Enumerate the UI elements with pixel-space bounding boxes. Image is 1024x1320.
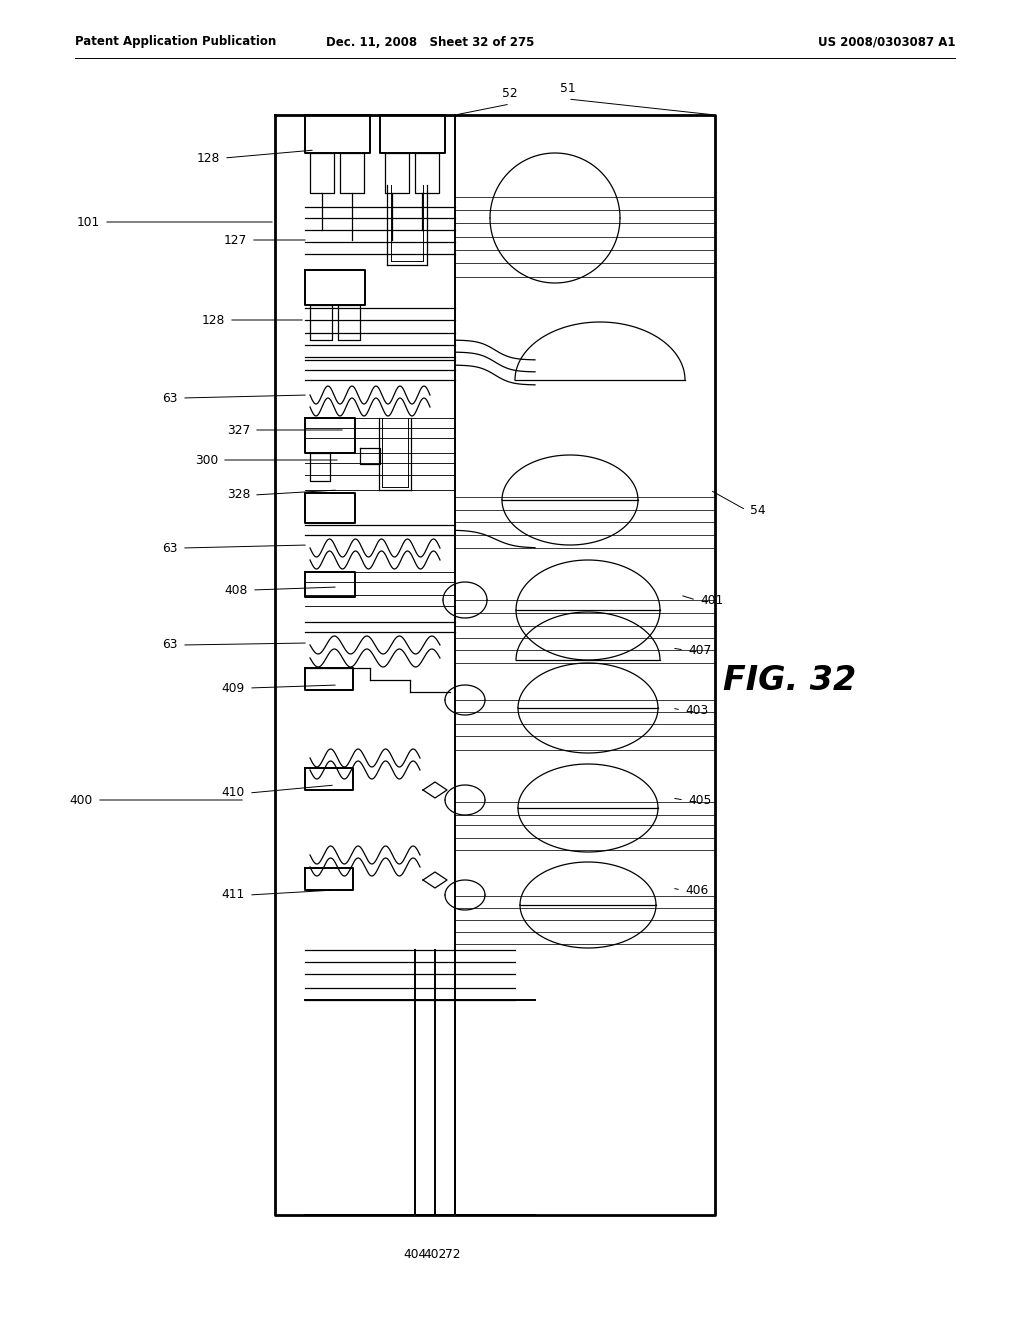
Text: 128: 128 [202,314,225,326]
Text: 402: 402 [423,1247,446,1261]
Text: 410: 410 [222,787,245,800]
Text: 408: 408 [224,583,248,597]
Text: 127: 127 [224,234,247,247]
Text: Patent Application Publication: Patent Application Publication [75,36,276,49]
Text: 128: 128 [197,152,220,165]
Text: 63: 63 [163,639,178,652]
Text: 400: 400 [70,793,93,807]
Text: 54: 54 [750,503,766,516]
Text: 63: 63 [163,392,178,404]
Text: 63: 63 [163,541,178,554]
Text: 51: 51 [560,82,575,95]
Text: 404: 404 [403,1247,427,1261]
Text: 328: 328 [226,488,250,502]
Text: Dec. 11, 2008   Sheet 32 of 275: Dec. 11, 2008 Sheet 32 of 275 [326,36,535,49]
Text: 401: 401 [700,594,723,606]
Text: 407: 407 [688,644,712,656]
Text: FIG. 32: FIG. 32 [723,664,857,697]
Text: 409: 409 [222,681,245,694]
Text: 72: 72 [445,1247,461,1261]
Text: 405: 405 [688,793,712,807]
Text: 52: 52 [502,87,518,100]
Text: 327: 327 [226,424,250,437]
Text: 411: 411 [222,888,245,902]
Text: 101: 101 [77,215,100,228]
Text: 300: 300 [195,454,218,466]
Text: 403: 403 [685,704,709,717]
Text: 406: 406 [685,883,709,896]
Text: US 2008/0303087 A1: US 2008/0303087 A1 [817,36,955,49]
